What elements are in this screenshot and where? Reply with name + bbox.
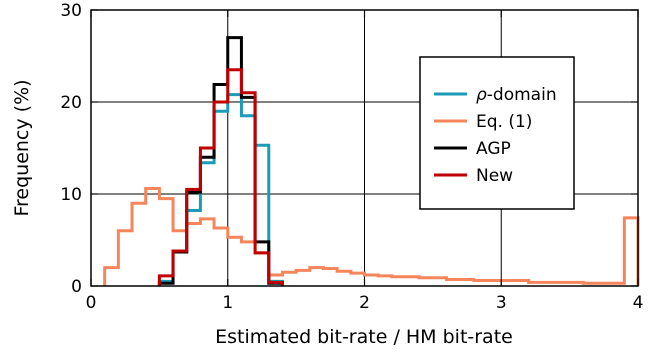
x-tick-label: 2 (359, 293, 370, 313)
y-tick-label: 10 (60, 185, 82, 205)
tick-labels: 0 1 2 3 4 0 10 20 30 (60, 1, 643, 313)
series-line-3 (157, 68, 284, 286)
x-tick-label: 0 (86, 293, 97, 313)
x-tick-label: 4 (633, 293, 644, 313)
legend-label: New (476, 166, 513, 186)
series-line-0 (157, 93, 284, 286)
legend: ρ-domain Eq. (1) AGP New (419, 56, 575, 210)
legend-label: ρ-domain (476, 85, 557, 105)
x-tick-label: 1 (222, 293, 233, 313)
legend-box (419, 56, 575, 210)
x-axis-label: Estimated bit-rate / HM bit-rate (215, 326, 513, 348)
legend-label: AGP (476, 139, 511, 159)
legend-label-text: -domain (487, 85, 557, 105)
y-tick-label: 30 (60, 1, 82, 21)
series-line-1 (103, 186, 640, 286)
legend-label: Eq. (1) (476, 112, 532, 132)
axis-ticks (90, 9, 639, 287)
y-tick-label: 0 (71, 277, 82, 297)
legend-entries: ρ-domain Eq. (1) AGP New (434, 85, 557, 186)
series-line-2 (157, 36, 284, 286)
legend-label-symbol: ρ (476, 85, 487, 105)
y-axis-label: Frequency (%) (11, 79, 33, 216)
series-layer (103, 36, 640, 286)
x-tick-label: 3 (496, 293, 507, 313)
y-tick-label: 20 (60, 93, 82, 113)
